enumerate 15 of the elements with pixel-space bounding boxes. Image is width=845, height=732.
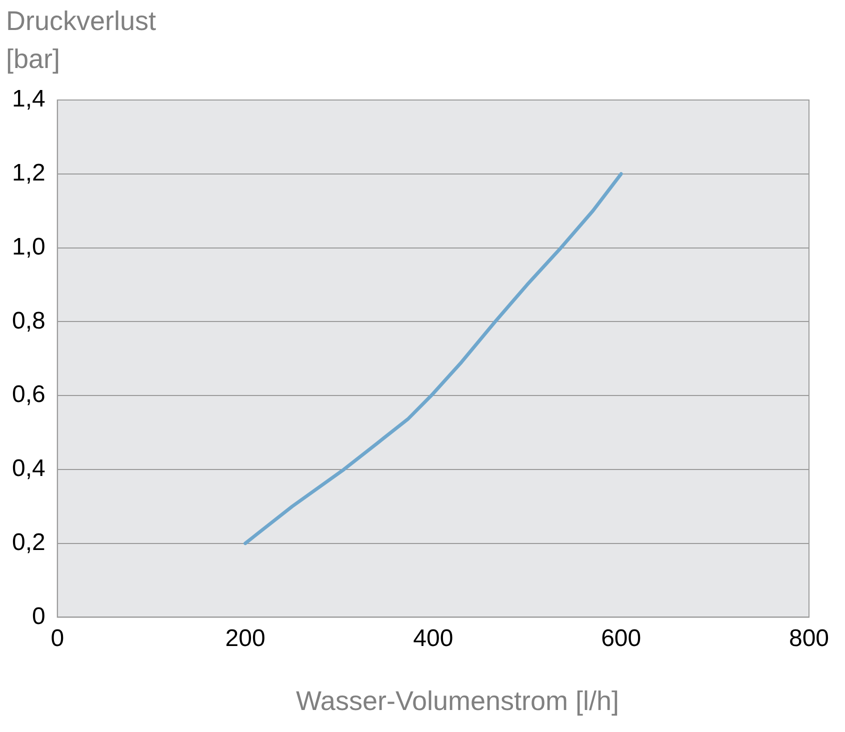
x-tick-label: 600 <box>601 625 642 652</box>
x-tick-label: 0 <box>50 625 64 652</box>
y-tick-label: 0,8 <box>12 307 46 334</box>
y-tick-label: 1,4 <box>12 86 46 113</box>
x-tick-label: 800 <box>788 625 830 652</box>
y-tick-label: 1,2 <box>12 160 46 187</box>
y-tick-label: 0,4 <box>12 455 46 482</box>
y-tick-label: 0,6 <box>12 381 46 408</box>
x-axis-title: Wasser-Volumenstrom [l/h] <box>294 686 620 717</box>
x-tick-label: 400 <box>413 625 454 652</box>
x-tick-label: 200 <box>225 625 266 652</box>
y-tick-label: 0 <box>32 602 46 630</box>
y-tick-label: 0,2 <box>12 528 46 556</box>
y-tick-label: 1,0 <box>12 233 46 260</box>
y-axis-title: Druckverlust [bar] <box>6 5 158 76</box>
